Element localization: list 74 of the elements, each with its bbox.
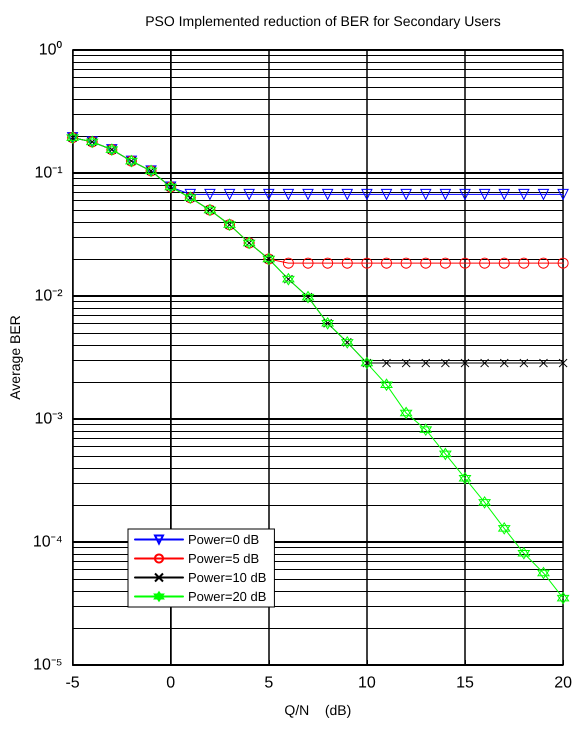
y-tick-label: 10⁻⁴ bbox=[32, 534, 63, 550]
y-tick-label: 10⁰ bbox=[38, 40, 63, 58]
x-tick-label: 15 bbox=[456, 674, 474, 692]
point bbox=[381, 258, 392, 269]
point bbox=[282, 188, 294, 200]
point bbox=[537, 566, 550, 579]
point bbox=[322, 188, 334, 200]
x-tick-label: -5 bbox=[65, 674, 80, 692]
point bbox=[382, 358, 392, 368]
point bbox=[558, 258, 569, 269]
legend-label: Power=20 dB bbox=[188, 589, 266, 604]
point bbox=[440, 358, 450, 368]
point bbox=[538, 188, 549, 200]
point bbox=[302, 258, 314, 269]
point bbox=[400, 188, 412, 200]
point bbox=[400, 258, 412, 269]
point bbox=[518, 547, 530, 560]
point bbox=[459, 188, 470, 200]
y-tick-label: 10⁻² bbox=[34, 288, 64, 304]
point bbox=[361, 258, 372, 269]
point bbox=[519, 358, 528, 368]
point bbox=[420, 258, 432, 269]
point bbox=[342, 258, 353, 269]
point bbox=[184, 188, 196, 200]
y-axis-title: Average BER bbox=[7, 315, 23, 400]
point bbox=[244, 188, 255, 200]
point bbox=[342, 188, 353, 200]
point bbox=[478, 496, 491, 508]
legend-label: Power=5 dB bbox=[188, 551, 260, 566]
legend-label: Power=10 dB bbox=[188, 570, 266, 585]
point bbox=[421, 358, 430, 368]
point bbox=[538, 258, 549, 269]
point bbox=[380, 378, 393, 391]
point bbox=[558, 188, 569, 200]
point bbox=[402, 358, 411, 368]
point bbox=[400, 406, 412, 419]
point bbox=[302, 188, 314, 200]
point bbox=[518, 258, 530, 269]
point bbox=[479, 258, 490, 269]
point bbox=[480, 358, 490, 368]
point bbox=[460, 358, 470, 368]
y-tick-label: 10⁻¹ bbox=[34, 164, 63, 182]
point bbox=[460, 258, 470, 269]
point bbox=[558, 358, 568, 368]
point bbox=[224, 188, 236, 200]
point bbox=[500, 358, 509, 368]
point bbox=[420, 424, 432, 436]
point bbox=[479, 188, 490, 200]
point bbox=[557, 592, 570, 604]
y-tick-label: 10⁻⁵ bbox=[33, 656, 63, 674]
point bbox=[498, 522, 510, 534]
x-axis-title: Q/N (dB) bbox=[284, 702, 352, 718]
point bbox=[282, 258, 294, 269]
y-tick-label: 10⁻³ bbox=[34, 410, 64, 428]
chart-title: PSO Implemented reduction of BER for Secondary Users bbox=[145, 13, 501, 29]
point bbox=[440, 188, 451, 200]
x-tick-label: 0 bbox=[166, 674, 176, 692]
point bbox=[518, 188, 530, 200]
point bbox=[440, 258, 451, 269]
point bbox=[538, 358, 548, 368]
point bbox=[322, 258, 334, 269]
x-tick-label: 10 bbox=[358, 674, 376, 692]
x-tick-label: 5 bbox=[264, 674, 274, 692]
point bbox=[204, 188, 216, 200]
x-tick-label: 20 bbox=[554, 674, 572, 692]
legend-label: Power=0 dB bbox=[188, 532, 260, 547]
point bbox=[439, 448, 452, 460]
point bbox=[381, 188, 392, 200]
point bbox=[498, 188, 510, 200]
point bbox=[263, 188, 274, 200]
point bbox=[458, 472, 471, 484]
point bbox=[361, 188, 372, 200]
point bbox=[420, 188, 432, 200]
point bbox=[498, 258, 510, 269]
